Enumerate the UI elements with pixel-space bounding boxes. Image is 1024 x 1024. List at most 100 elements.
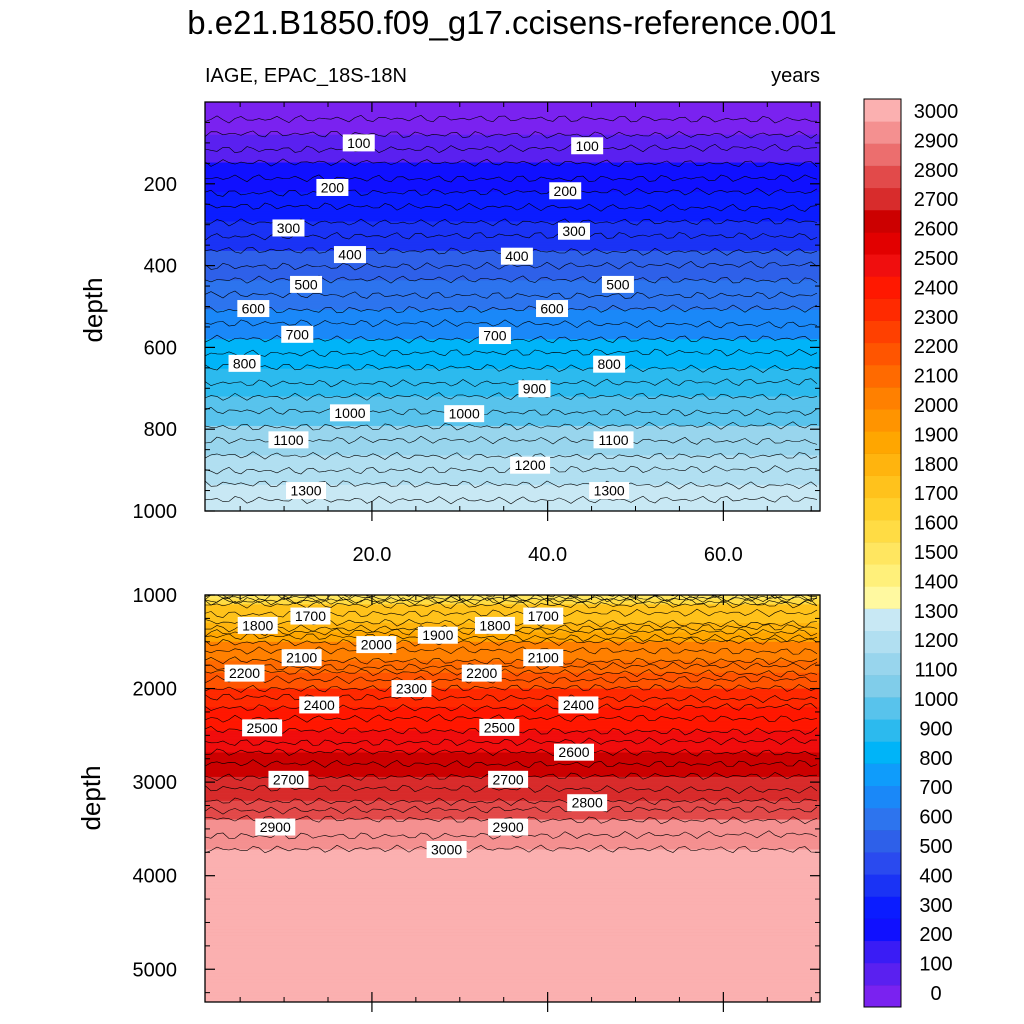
upper-fill-band <box>205 386 820 389</box>
contour-label-text: 300 <box>277 220 301 236</box>
upper-fill-band <box>205 429 820 432</box>
upper-fill-band <box>205 293 820 296</box>
contour-label-text: 100 <box>347 135 371 151</box>
contour-label: 2200 <box>461 664 502 682</box>
contour-label-text: 600 <box>242 301 266 317</box>
upper-fill-band <box>205 286 820 290</box>
contour-label: 2100 <box>523 649 564 667</box>
colorbar-label: 0 <box>930 983 941 1005</box>
upper-fill-band <box>205 319 820 322</box>
contour-label-box <box>558 222 590 240</box>
colorbar-swatch <box>864 453 901 476</box>
upper-fill-band <box>205 159 820 162</box>
contour-label-text: 2200 <box>229 665 260 681</box>
upper-contour-lines <box>205 114 818 505</box>
upper-fill-band <box>205 216 820 219</box>
upper-fill-band <box>205 134 820 137</box>
contour-label-box <box>601 275 634 293</box>
upper-fill-band <box>205 278 820 281</box>
upper-fill-band <box>205 357 820 360</box>
upper-fill-band <box>205 102 820 105</box>
colorbar-label: 1300 <box>914 601 959 623</box>
upper-fill-band <box>205 506 820 509</box>
upper-fill-band <box>205 190 820 193</box>
upper-fill-band <box>205 370 820 373</box>
contour-label-box <box>523 649 564 667</box>
upper-fill-band <box>205 314 820 317</box>
colorbar-swatch <box>864 209 901 233</box>
upper-fill-band <box>205 136 820 139</box>
contour-label: 500 <box>601 275 634 293</box>
upper-fill-band <box>205 324 820 327</box>
contour-label-text: 2300 <box>396 681 427 697</box>
contour-label: 400 <box>500 247 533 265</box>
upper-fill-band <box>205 244 820 247</box>
contour-label: 2900 <box>488 818 529 836</box>
upper-fill-band <box>205 155 820 159</box>
upper-fill-band <box>205 285 820 288</box>
colorbar-swatch <box>864 984 901 1008</box>
colorbar-label: 2000 <box>914 395 959 417</box>
colorbar-label: 1000 <box>914 689 959 711</box>
contour-label-text: 1100 <box>273 432 303 448</box>
colorbar-label: 2600 <box>914 219 959 241</box>
upper-contour-line <box>205 304 818 314</box>
upper-fill-band <box>205 263 820 267</box>
lower-contour-line <box>205 797 818 806</box>
colorbar-swatch <box>864 829 901 853</box>
upper-fill-band <box>205 322 820 326</box>
contour-label-box <box>593 355 626 373</box>
colorbar-swatch <box>864 564 901 587</box>
contour-label-box <box>268 431 309 449</box>
upper-fill-band <box>205 434 820 437</box>
contour-label-box <box>255 818 296 836</box>
upper-fill-band <box>205 422 820 425</box>
upper-contour-line <box>205 158 818 168</box>
colorbar-swatch <box>864 918 901 942</box>
upper-fill-band <box>205 265 820 268</box>
upper-fill-band <box>205 352 820 355</box>
contour-label-box <box>571 137 604 155</box>
upper-fill-band <box>205 419 820 422</box>
upper-fill-band <box>205 121 820 124</box>
upper-fill-band <box>205 119 820 123</box>
contour-label-box <box>474 616 515 634</box>
upper-fill-band <box>205 290 820 293</box>
y-tick-label: 400 <box>144 256 177 278</box>
upper-contour-line <box>205 363 818 373</box>
upper-fill-band <box>205 340 820 344</box>
contour-label-box <box>488 770 529 788</box>
contour-label-box <box>299 696 340 714</box>
contour-label-box <box>518 380 551 398</box>
upper-fill-band <box>205 245 820 249</box>
left-string: IAGE, EPAC_18S-18N <box>205 65 407 87</box>
upper-fill-band <box>205 355 820 358</box>
contour-label: 2700 <box>268 770 309 788</box>
lower-contour-line <box>205 596 818 606</box>
upper-fill-band <box>205 501 820 504</box>
upper-fill-band <box>205 299 820 303</box>
upper-fill-band <box>205 499 820 502</box>
contour-label-text: 1700 <box>528 608 559 624</box>
upper-contour-line <box>205 130 818 139</box>
upper-fill-band <box>205 273 820 277</box>
colorbar-swatch <box>864 962 901 986</box>
colorbar-label: 2700 <box>914 189 959 211</box>
colorbar-swatch <box>864 143 901 166</box>
lower-panel: 1700 1700 1800 1800 1900 2000 2100 2100 2200 2200… <box>133 585 821 1012</box>
contour-label-box <box>478 327 511 345</box>
upper-fill-band <box>205 376 820 380</box>
contour-label-box <box>554 743 594 761</box>
upper-fill-band <box>205 105 820 108</box>
upper-fill-band <box>205 393 820 396</box>
colorbar-swatch <box>864 586 901 609</box>
upper-fill-band <box>205 175 820 178</box>
contour-label-box <box>589 482 630 500</box>
upper-fill-band <box>205 203 820 206</box>
upper-axes: 20.0 40.0 60.0 200 400 600 800 1000 <box>133 101 820 566</box>
upper-fill-band <box>205 309 820 313</box>
upper-fill-band <box>205 430 820 434</box>
upper-fill-band <box>205 421 820 424</box>
contour-label-text: 1700 <box>295 608 326 624</box>
upper-fill-band <box>205 306 820 309</box>
